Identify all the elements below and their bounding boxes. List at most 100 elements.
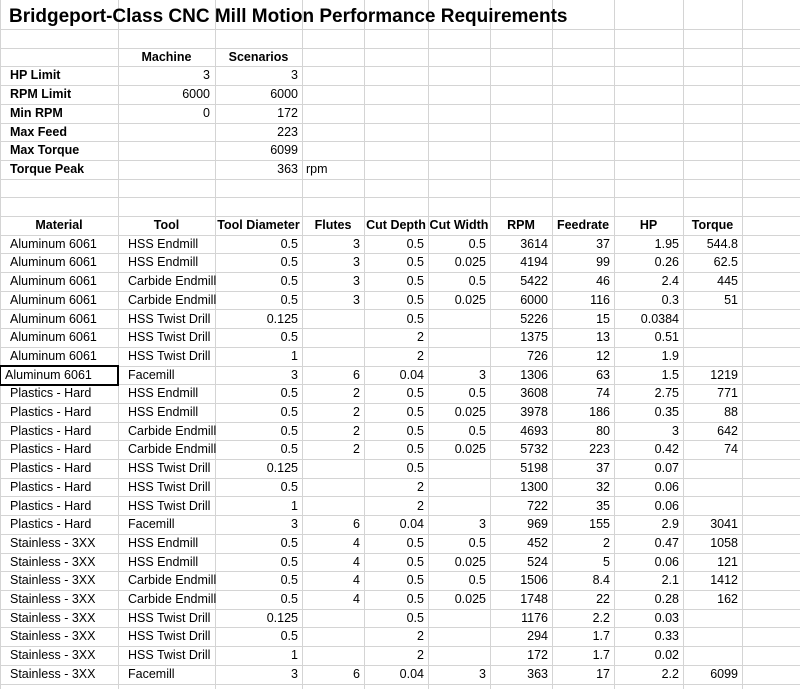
table-cell-cut-width[interactable] <box>428 627 490 646</box>
column-header-material[interactable]: Material <box>35 218 83 232</box>
table-cell-torque[interactable] <box>683 646 742 665</box>
table-cell-rpm[interactable]: 1506 <box>520 573 548 587</box>
table-cell-torque[interactable]: 121 <box>717 555 738 569</box>
table-cell-feedrate[interactable]: 2 <box>603 536 610 550</box>
table-cell-torque[interactable]: 1058 <box>710 536 738 550</box>
table-cell-hp[interactable]: 0.26 <box>654 255 679 269</box>
summary-unit[interactable]: rpm <box>306 162 328 176</box>
summary-machine-value[interactable] <box>118 123 215 142</box>
table-cell-material[interactable]: Stainless - 3XX <box>10 592 96 606</box>
table-cell-tool-diameter[interactable]: 0.5 <box>280 293 298 307</box>
column-header-cut-width[interactable]: Cut Width <box>429 218 489 232</box>
table-cell-feedrate[interactable]: 80 <box>596 424 610 438</box>
table-cell-feedrate[interactable]: 13 <box>596 330 610 344</box>
table-cell-rpm[interactable]: 1176 <box>521 611 548 625</box>
table-cell-cut-depth[interactable]: 2 <box>417 629 424 643</box>
table-cell-cut-width[interactable]: 0.5 <box>468 274 486 288</box>
table-cell-cut-depth[interactable]: 2 <box>417 648 424 662</box>
table-cell-tool-diameter[interactable]: 0.5 <box>280 237 298 251</box>
table-cell-rpm[interactable]: 363 <box>527 667 548 681</box>
table-cell-cut-width[interactable]: 3 <box>479 667 486 681</box>
table-cell-tool[interactable]: HSS Endmill <box>128 255 199 269</box>
table-cell-tool-diameter[interactable]: 0.5 <box>280 536 298 550</box>
table-cell-flutes[interactable] <box>302 609 364 628</box>
table-cell-tool-diameter[interactable]: 0.5 <box>280 573 298 587</box>
table-cell-tool[interactable]: HSS Endmill <box>128 555 199 569</box>
summary-header-machine[interactable]: Machine <box>141 50 192 64</box>
table-cell-rpm[interactable]: 726 <box>527 349 548 363</box>
table-cell-feedrate[interactable]: 37 <box>596 461 610 475</box>
table-cell-cut-width[interactable]: 3 <box>479 517 486 531</box>
table-cell-torque[interactable]: 1219 <box>710 368 738 382</box>
table-cell-material[interactable]: Plastics - Hard <box>10 517 92 531</box>
table-cell-tool[interactable]: HSS Twist Drill <box>128 611 211 625</box>
table-cell-tool[interactable]: Carbide Endmill <box>128 274 217 288</box>
summary-machine-value[interactable] <box>118 141 215 160</box>
column-header-cut-depth[interactable]: Cut Depth <box>366 218 426 232</box>
table-cell-feedrate[interactable]: 12 <box>596 349 610 363</box>
table-cell-feedrate[interactable]: 63 <box>596 368 610 382</box>
table-cell-feedrate[interactable]: 15 <box>596 312 610 326</box>
table-cell-tool[interactable]: Carbide Endmill <box>128 442 217 456</box>
table-cell-torque[interactable] <box>683 328 742 347</box>
table-cell-material[interactable]: Aluminum 6061 <box>10 349 97 363</box>
table-cell-feedrate[interactable]: 74 <box>596 386 610 400</box>
table-cell-feedrate[interactable]: 22 <box>596 592 610 606</box>
column-header-tool[interactable]: Tool <box>153 218 180 232</box>
table-cell-torque[interactable]: 88 <box>724 405 738 419</box>
table-cell-flutes[interactable]: 3 <box>353 293 360 307</box>
table-cell-torque[interactable]: 1412 <box>710 573 738 587</box>
table-cell-torque[interactable]: 162 <box>717 592 738 606</box>
table-cell-hp[interactable]: 0.3 <box>661 293 679 307</box>
table-cell-hp[interactable]: 3 <box>672 424 679 438</box>
table-cell-flutes[interactable]: 3 <box>353 237 360 251</box>
table-cell-hp[interactable]: 1.5 <box>661 368 679 382</box>
table-cell-tool[interactable]: Carbide Endmill <box>128 424 217 438</box>
table-cell-feedrate[interactable]: 116 <box>590 293 610 307</box>
table-cell-rpm[interactable]: 5422 <box>520 274 548 288</box>
table-cell-feedrate[interactable]: 2.2 <box>592 611 610 625</box>
table-cell-cut-width[interactable] <box>428 609 490 628</box>
table-cell-material[interactable]: Aluminum 6061 <box>10 293 97 307</box>
table-cell-torque[interactable]: 3041 <box>710 517 738 531</box>
table-cell-tool-diameter[interactable]: 0.125 <box>266 461 298 475</box>
table-cell-cut-depth[interactable]: 2 <box>417 330 424 344</box>
table-cell-cut-width[interactable]: 0.5 <box>468 237 486 251</box>
table-cell-hp[interactable]: 0.06 <box>654 480 679 494</box>
table-cell-cut-width[interactable]: 0.025 <box>454 293 486 307</box>
table-cell-flutes[interactable] <box>302 310 364 329</box>
table-cell-hp[interactable]: 2.9 <box>661 517 679 531</box>
table-cell-hp[interactable]: 2.75 <box>654 386 679 400</box>
table-cell-cut-width[interactable] <box>428 459 490 478</box>
table-cell-material[interactable]: Stainless - 3XX <box>10 629 96 643</box>
table-cell-hp[interactable]: 0.51 <box>654 330 679 344</box>
table-cell-material[interactable]: Plastics - Hard <box>10 386 92 400</box>
summary-label[interactable]: Min RPM <box>10 106 63 120</box>
table-cell-tool-diameter[interactable]: 0.5 <box>280 592 298 606</box>
summary-scenarios-value[interactable]: 6000 <box>270 87 298 101</box>
table-cell-tool-diameter[interactable]: 1 <box>291 648 298 662</box>
table-cell-cut-width[interactable]: 0.025 <box>454 592 486 606</box>
table-cell-tool-diameter[interactable]: 0.5 <box>280 386 298 400</box>
table-cell-material[interactable]: Stainless - 3XX <box>10 573 96 587</box>
column-header-flutes[interactable]: Flutes <box>314 218 352 232</box>
table-cell-hp[interactable]: 0.33 <box>654 629 679 643</box>
table-cell-hp[interactable]: 1.9 <box>661 349 679 363</box>
table-cell-tool[interactable]: HSS Twist Drill <box>128 480 211 494</box>
table-cell-flutes[interactable] <box>302 459 364 478</box>
table-cell-material[interactable]: Plastics - Hard <box>10 499 92 513</box>
table-cell-tool[interactable]: Carbide Endmill <box>128 573 217 587</box>
table-cell-cut-depth[interactable]: 0.5 <box>406 405 424 419</box>
table-cell-cut-width[interactable]: 0.5 <box>468 386 486 400</box>
summary-unit[interactable] <box>302 123 364 142</box>
table-cell-cut-width[interactable]: 0.025 <box>454 555 486 569</box>
table-cell-cut-depth[interactable]: 0.5 <box>406 442 424 456</box>
table-cell-material[interactable]: Plastics - Hard <box>10 461 92 475</box>
table-cell-material[interactable]: Stainless - 3XX <box>10 555 96 569</box>
table-cell-hp[interactable]: 0.47 <box>654 536 679 550</box>
table-cell-material[interactable]: Plastics - Hard <box>10 442 92 456</box>
table-cell-tool[interactable]: Facemill <box>128 368 175 382</box>
table-cell-rpm[interactable]: 524 <box>527 555 548 569</box>
table-cell-tool[interactable]: Carbide Endmill <box>128 293 217 307</box>
